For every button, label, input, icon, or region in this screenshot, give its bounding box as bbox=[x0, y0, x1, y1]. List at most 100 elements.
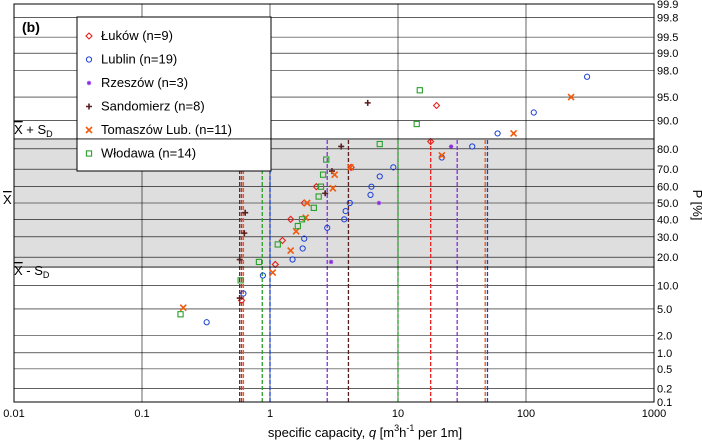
legend-label-0: Łuków (n=9) bbox=[101, 28, 173, 43]
y-tick-label: 70.0 bbox=[657, 164, 678, 176]
series-2-point bbox=[448, 144, 454, 149]
legend: Łuków (n=9) Lublin (n=19) Rzeszów (n=3) San… bbox=[76, 16, 272, 172]
series-5-point bbox=[319, 171, 327, 178]
y-axis-title: P [%] bbox=[690, 190, 702, 221]
series-4-point bbox=[303, 199, 311, 207]
legend-marker-2 bbox=[86, 80, 92, 86]
series-1-point bbox=[203, 319, 210, 326]
legend-marker-4 bbox=[85, 126, 93, 134]
legend-label-1: Lublin (n=19) bbox=[101, 52, 177, 67]
legend-label-5: Włodawa (n=14) bbox=[101, 146, 196, 161]
series-3-point bbox=[241, 230, 248, 237]
y-tick-label: 98.0 bbox=[657, 66, 678, 78]
data-points bbox=[177, 73, 591, 326]
series-3-point bbox=[236, 295, 243, 302]
series-4-point bbox=[269, 269, 277, 277]
series-0-point bbox=[426, 137, 435, 146]
series-0-point bbox=[271, 260, 280, 269]
series-0-point bbox=[432, 101, 441, 110]
series-4-point bbox=[567, 93, 575, 101]
x-tick-label: 1000 bbox=[642, 408, 666, 420]
series-1-point bbox=[368, 183, 375, 190]
band-label-lower-bar: X bbox=[14, 263, 23, 278]
y-tick-label: 0.2 bbox=[657, 383, 672, 395]
svg-text:X + SD: X + SD bbox=[14, 122, 53, 139]
series-3-point bbox=[322, 190, 329, 197]
series-1-point bbox=[367, 191, 374, 199]
series-1-point bbox=[346, 199, 353, 207]
series-5-point bbox=[274, 241, 281, 248]
x-tick-label: 0.01 bbox=[3, 408, 24, 420]
series-3-point bbox=[242, 209, 249, 216]
y-tick-label: 20.0 bbox=[657, 252, 678, 264]
series-4-point bbox=[287, 247, 295, 255]
y-tick-label: 95.0 bbox=[657, 92, 678, 104]
y-tick-label: 10.0 bbox=[657, 281, 678, 293]
y-tick-label: 2.0 bbox=[657, 330, 672, 342]
series-1-point bbox=[299, 245, 306, 252]
x-tick-label: 0.1 bbox=[134, 408, 149, 420]
legend-box bbox=[76, 16, 272, 172]
band-label-upper: X + SD bbox=[14, 122, 53, 139]
legend-label-3: Sandomierz (n=8) bbox=[101, 99, 205, 114]
y-tick-label: 0.1 bbox=[657, 397, 672, 409]
legend-marker-3 bbox=[86, 103, 92, 110]
series-1-point bbox=[259, 272, 266, 279]
median-lines bbox=[239, 138, 489, 402]
series-5-point bbox=[310, 204, 317, 211]
series-0-point bbox=[278, 236, 287, 245]
y-tick-labels: 0.1 0.2 0.5 1.0 2.0 5.0 10.0 20.0 30.0 40.0 50.0 60… bbox=[657, 0, 678, 409]
y-tick-label: 0.5 bbox=[657, 364, 672, 376]
series-4-point bbox=[292, 227, 300, 235]
series-2-point bbox=[376, 200, 382, 206]
series-1-point bbox=[494, 130, 501, 137]
x-tick-label: 10 bbox=[392, 408, 404, 420]
series-4-point bbox=[331, 171, 339, 179]
series-3-point bbox=[236, 256, 243, 263]
y-tick-label: 1.0 bbox=[657, 348, 672, 360]
series-1-point bbox=[289, 256, 296, 263]
series-4-point bbox=[346, 163, 354, 171]
series-1-point bbox=[530, 109, 537, 116]
y-tick-label: 80.0 bbox=[657, 144, 678, 156]
series-1-point bbox=[341, 216, 348, 223]
y-tick-label: 5.0 bbox=[657, 304, 672, 316]
y-tick-label: 50.0 bbox=[657, 198, 678, 210]
series-5-point bbox=[323, 156, 330, 163]
y-tick-label: 99.8 bbox=[657, 13, 678, 25]
band-label-mean: X bbox=[3, 192, 12, 207]
y-tick-label: 90.0 bbox=[657, 115, 678, 127]
y-tick-label: 99.9 bbox=[657, 0, 678, 11]
series-1-point bbox=[240, 290, 247, 297]
series-0-point bbox=[286, 215, 295, 224]
legend-marker-5 bbox=[85, 150, 93, 157]
x-tick-labels: 0.01 0.1 1 10 100 1000 bbox=[3, 408, 666, 420]
y-tick-label: 99.0 bbox=[657, 48, 678, 60]
series-5-point bbox=[177, 311, 184, 318]
series-4-point bbox=[438, 151, 446, 159]
series-4-point bbox=[179, 304, 187, 312]
legend-label-4: Tomaszów Lub. (n=11) bbox=[101, 122, 232, 137]
plot-frame bbox=[13, 3, 655, 403]
x-axis-title: specific capacity, q [m3h-1 per 1m] bbox=[268, 423, 462, 440]
series-5-point bbox=[317, 183, 325, 190]
y-tick-label: 30.0 bbox=[657, 232, 678, 244]
x-tick-label: 100 bbox=[517, 408, 535, 420]
series-2-point bbox=[328, 259, 334, 265]
series-1-point bbox=[342, 207, 349, 215]
series-5-point bbox=[298, 216, 306, 223]
series-1-point bbox=[390, 164, 397, 171]
x-tick-label: 1 bbox=[267, 408, 273, 420]
series-5-point bbox=[255, 258, 263, 266]
series-4-point bbox=[510, 129, 518, 137]
series-5-point bbox=[416, 87, 423, 94]
series-3-point bbox=[364, 99, 371, 106]
series-4-point bbox=[329, 184, 337, 192]
series-5-point bbox=[315, 193, 322, 200]
series-1-point bbox=[376, 173, 383, 180]
band-label-upper-bar: X bbox=[14, 122, 23, 137]
series-5-point bbox=[413, 120, 420, 128]
panel-label: (b) bbox=[22, 19, 40, 35]
series-3-point bbox=[338, 143, 345, 150]
